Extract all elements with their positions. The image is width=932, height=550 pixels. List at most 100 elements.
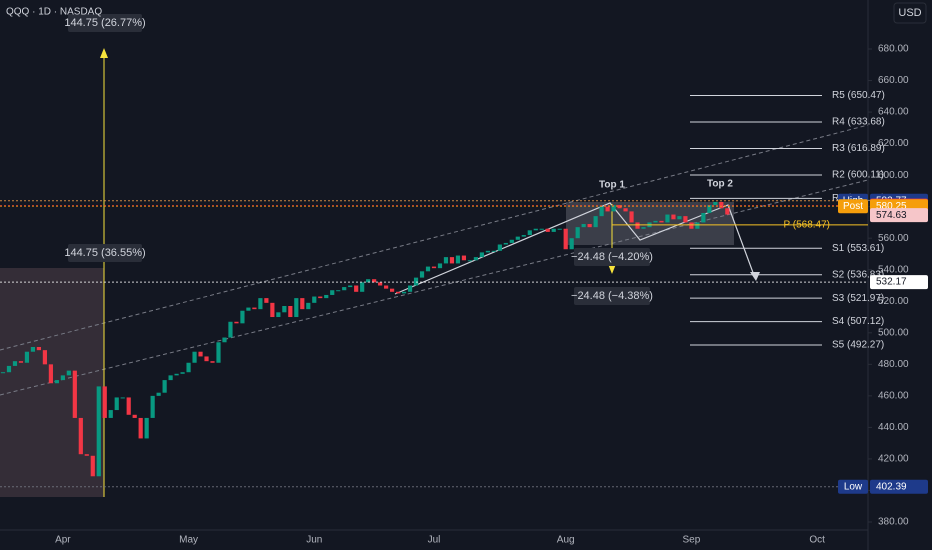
candle <box>6 365 12 373</box>
candle <box>695 222 700 229</box>
candle <box>635 222 640 229</box>
candle <box>18 361 24 363</box>
candle <box>30 346 36 352</box>
tag-badge <box>838 199 868 214</box>
price-badge <box>870 208 928 223</box>
candle <box>545 228 550 232</box>
x-tick-label: Aug <box>557 535 575 546</box>
candle <box>713 201 718 206</box>
candle <box>234 321 239 324</box>
candle <box>144 417 149 439</box>
candle <box>114 397 119 411</box>
candle <box>132 414 137 418</box>
candle <box>216 342 221 363</box>
candle <box>300 298 305 310</box>
candle <box>288 305 293 318</box>
candle <box>258 298 263 310</box>
candle <box>617 205 622 209</box>
y-tick-label: 560.00 <box>878 233 909 244</box>
candle <box>294 298 299 318</box>
candle <box>419 271 425 278</box>
candle <box>324 294 329 299</box>
candle <box>204 356 209 362</box>
candle <box>593 216 598 228</box>
candle <box>0 372 6 374</box>
candle <box>228 321 233 338</box>
candle <box>24 351 30 363</box>
candle <box>108 410 113 418</box>
candle <box>348 285 353 288</box>
candle <box>701 212 706 223</box>
candle <box>683 216 688 223</box>
candle <box>276 312 281 318</box>
candle <box>78 417 83 455</box>
candle <box>102 386 107 418</box>
candle <box>384 285 389 289</box>
tag-label: Post <box>843 201 863 212</box>
annotation-box <box>68 14 142 32</box>
y-tick-label: 440.00 <box>878 422 909 433</box>
arrow-head <box>608 264 616 274</box>
candle <box>354 285 359 292</box>
candle <box>725 208 730 215</box>
pivot-label: P (568.47) <box>783 219 830 230</box>
pivot-label: S5 (492.27) <box>832 340 884 351</box>
candle <box>497 244 502 251</box>
pivot-label: S1 (553.61) <box>832 243 884 254</box>
y-tick-label: 520.00 <box>878 296 909 307</box>
candle <box>366 279 371 283</box>
candle <box>270 302 275 318</box>
y-tick-label: 640.00 <box>878 107 909 118</box>
candle <box>96 386 101 477</box>
candle <box>599 206 604 217</box>
x-tick-label: Sep <box>683 535 701 546</box>
candle <box>479 252 484 258</box>
annotation: −24.48 (−4.20%) <box>571 251 653 263</box>
candle <box>623 208 628 212</box>
candle <box>210 361 215 363</box>
pattern-line <box>394 202 756 295</box>
candle <box>659 220 664 223</box>
candle <box>138 417 143 439</box>
symbol-title: QQQ · 1D · NASDAQ <box>6 7 102 18</box>
arrow-head <box>100 48 108 58</box>
price-badge-label: 574.63 <box>876 210 907 221</box>
pivot-label: R4 (633.68) <box>832 117 885 128</box>
candle <box>162 380 167 393</box>
annotation: 144.75 (26.77%) <box>64 17 145 29</box>
candle <box>515 236 520 240</box>
candle <box>42 350 47 365</box>
candle <box>557 228 562 230</box>
candle <box>665 214 670 223</box>
candle <box>443 257 449 264</box>
pivot-label: R5 (650.47) <box>832 90 885 101</box>
annotation-box <box>574 248 650 266</box>
price-badge-label: 580.25 <box>876 201 907 212</box>
candle <box>246 307 251 311</box>
y-tick-label: 620.00 <box>878 138 909 149</box>
candle <box>156 392 161 396</box>
candle <box>360 282 365 292</box>
candle <box>312 296 317 303</box>
y-tick-label: 480.00 <box>878 359 909 370</box>
candle <box>407 285 413 292</box>
candle <box>629 211 634 223</box>
candle <box>54 380 59 384</box>
x-tick-label: May <box>179 535 198 546</box>
annotation-box <box>68 244 142 262</box>
candle <box>150 395 155 418</box>
y-tick-label: 540.00 <box>878 264 909 275</box>
channel-line <box>0 179 869 396</box>
candle <box>521 235 526 237</box>
pivot-label: S3 (521.97) <box>832 293 884 304</box>
candle <box>66 370 71 376</box>
pivot-label: R3 (616.89) <box>832 143 885 154</box>
candle <box>395 291 401 294</box>
candle <box>431 266 437 269</box>
candle <box>569 238 574 250</box>
candle <box>539 228 544 230</box>
currency-button[interactable] <box>893 2 927 24</box>
candle <box>60 375 65 381</box>
currency[interactable]: USD <box>898 7 921 19</box>
